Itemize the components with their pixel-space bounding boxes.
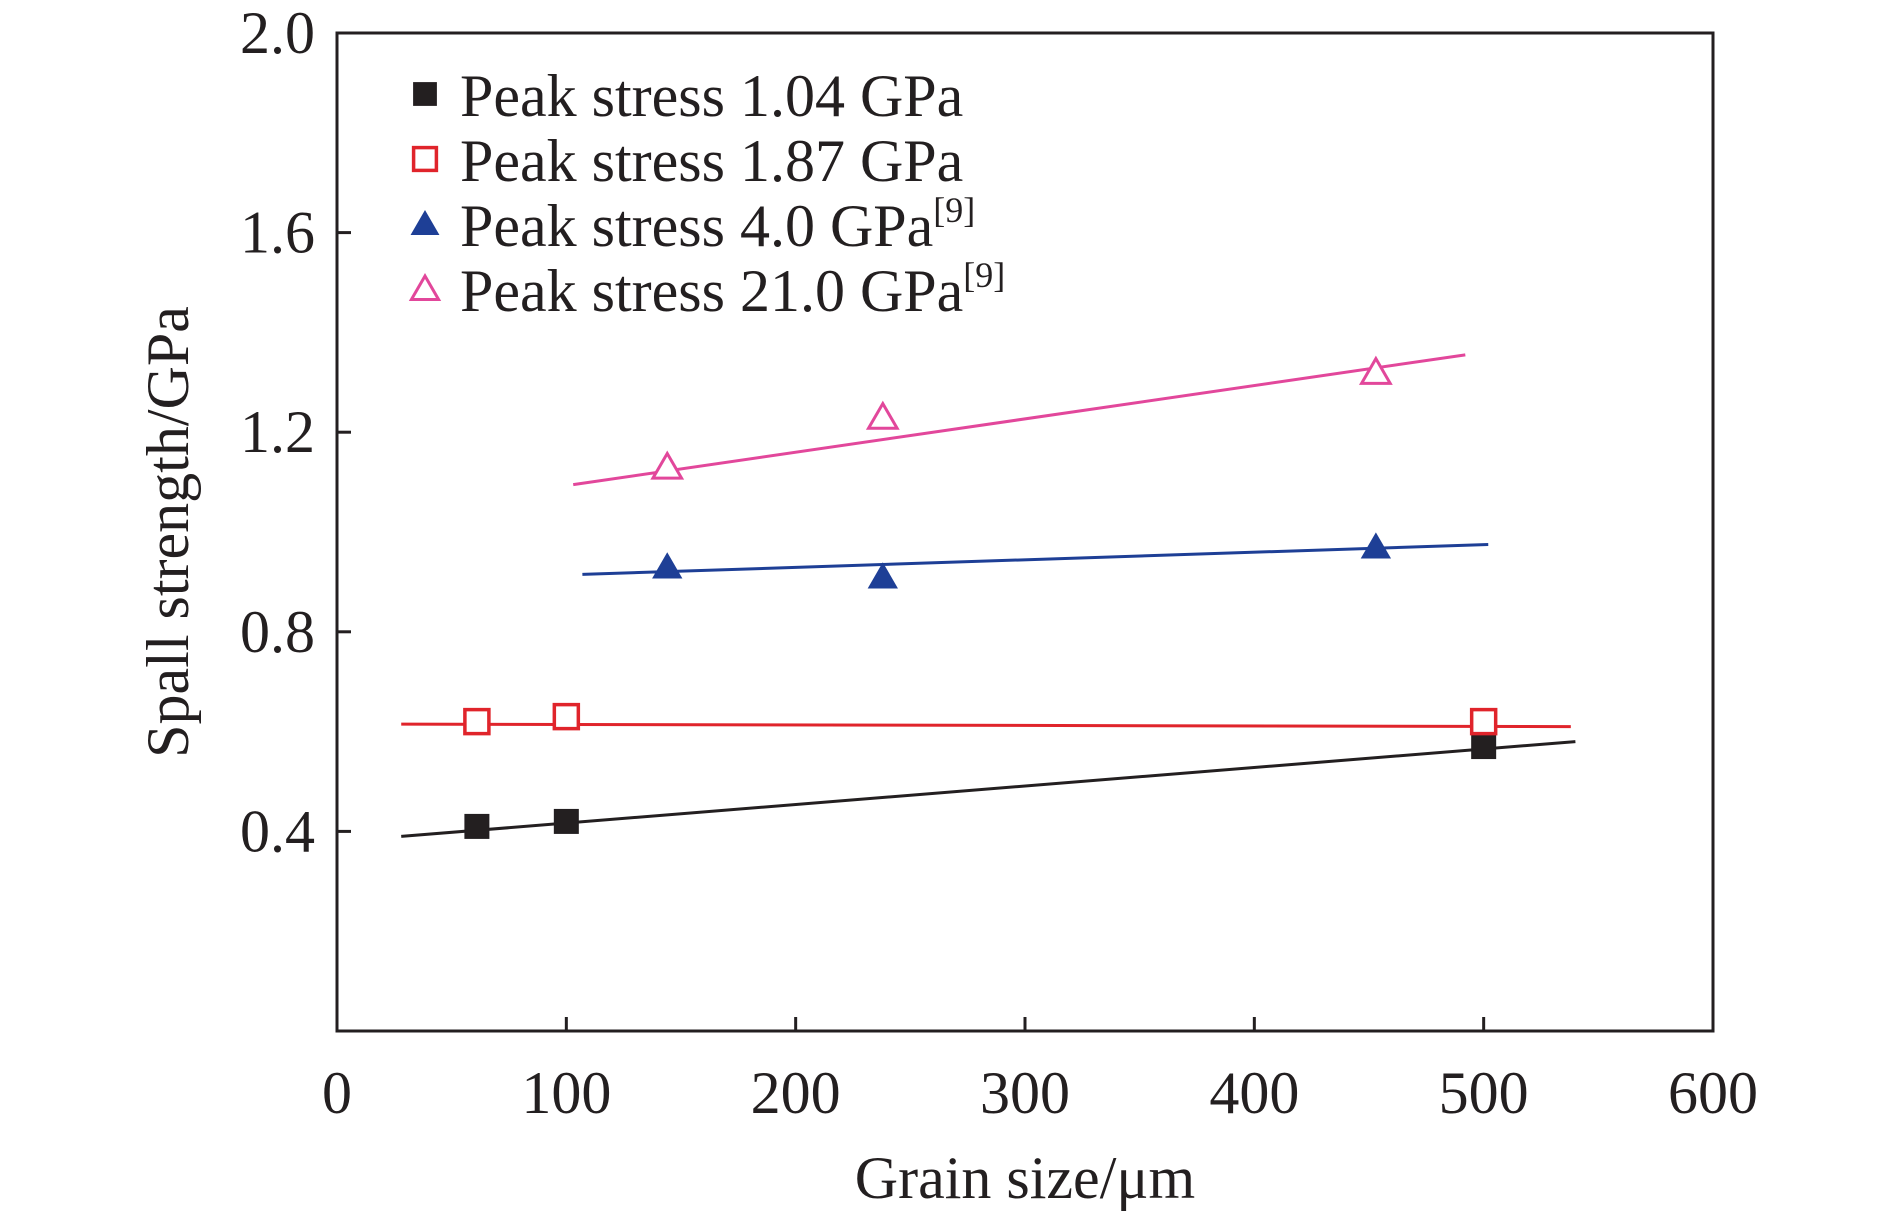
x-axis-label: Grain size/μm: [855, 1145, 1195, 1211]
x-tick-label: 300: [980, 1060, 1070, 1126]
legend-reference-superscript: [9]: [963, 255, 1005, 295]
data-point-series-3: [652, 552, 683, 579]
x-tick-label: 400: [1209, 1060, 1299, 1126]
y-tick-label: 0.4: [240, 798, 315, 864]
fit-line-series-2: [401, 722, 1571, 729]
fit-line-series-4: [572, 353, 1466, 487]
legend-marker-series-1: [413, 82, 437, 106]
y-tick-label: 2.0: [240, 0, 315, 66]
x-tick-label: 500: [1439, 1060, 1529, 1126]
x-tick-label: 100: [521, 1060, 611, 1126]
data-point-series-1: [553, 808, 579, 834]
legend-marker-series-3: [410, 210, 440, 235]
y-tick-label: 1.6: [240, 200, 315, 266]
data-point-series-2: [552, 702, 581, 731]
legend-reference-superscript: [9]: [933, 190, 975, 230]
data-point-series-4: [650, 450, 685, 480]
legend-label-series-4: Peak stress 21.0 GPa[9]: [460, 255, 1005, 324]
legend-marker-series-4: [408, 273, 442, 301]
y-tick-label: 0.8: [240, 599, 315, 665]
data-point-series-1: [464, 813, 490, 839]
legend-marker-series-2: [411, 145, 439, 173]
data-point-series-2: [1469, 707, 1498, 736]
legend-label-series-2: Peak stress 1.87 GPa: [460, 128, 963, 194]
fit-line-series-3: [582, 542, 1489, 576]
data-point-series-3: [867, 562, 898, 589]
x-tick-label: 200: [751, 1060, 841, 1126]
y-tick-label: 1.2: [240, 399, 315, 465]
data-point-series-4: [1358, 355, 1393, 385]
legend-label-series-3: Peak stress 4.0 GPa[9]: [460, 190, 975, 259]
x-tick-label: 600: [1668, 1060, 1758, 1126]
y-axis-label: Spall strength/GPa: [135, 306, 201, 758]
y-axis-ticks: 0.4 0.8 1.2 1.6 2.0: [240, 0, 351, 864]
legend-label-series-1: Peak stress 1.04 GPa: [460, 63, 963, 129]
data-point-series-3: [1360, 532, 1392, 559]
data-point-series-4: [865, 400, 900, 430]
data-point-series-1: [1471, 734, 1497, 760]
fit-lines: [401, 353, 1576, 838]
data-point-series-2: [463, 707, 491, 736]
data-markers: [463, 355, 1498, 839]
x-tick-label: 0: [322, 1060, 352, 1126]
plot-area: 0 100 200 300 400 500 600 0.4 0.8 1.2 1.6 2.0: [240, 0, 1758, 1126]
x-axis-ticks: 0 100 200 300 400 500 600: [322, 1017, 1758, 1126]
fit-line-series-1: [401, 740, 1576, 838]
